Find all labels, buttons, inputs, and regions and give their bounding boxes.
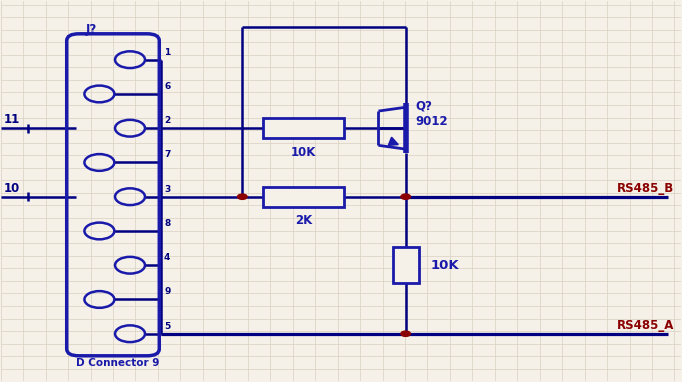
- Text: 10: 10: [4, 182, 20, 195]
- Circle shape: [237, 194, 247, 199]
- Text: RS485_A: RS485_A: [617, 319, 674, 332]
- Text: Q?: Q?: [416, 100, 433, 113]
- Text: 1: 1: [164, 48, 170, 57]
- Text: 5: 5: [164, 322, 170, 331]
- Text: 11: 11: [4, 113, 20, 126]
- Text: RS485_B: RS485_B: [617, 182, 674, 195]
- Text: 4: 4: [164, 253, 170, 262]
- Text: D Connector 9: D Connector 9: [76, 358, 159, 369]
- Text: 10K: 10K: [431, 259, 460, 272]
- FancyBboxPatch shape: [263, 187, 344, 207]
- Text: 7: 7: [164, 151, 170, 159]
- Circle shape: [401, 194, 411, 199]
- Text: 9012: 9012: [416, 115, 449, 128]
- Text: 8: 8: [164, 219, 170, 228]
- Text: 2K: 2K: [295, 214, 312, 227]
- Text: 2: 2: [164, 116, 170, 125]
- FancyBboxPatch shape: [393, 247, 419, 283]
- Text: 10K: 10K: [291, 146, 316, 159]
- Text: 3: 3: [164, 185, 170, 194]
- Text: 6: 6: [164, 82, 170, 91]
- Circle shape: [401, 331, 411, 337]
- FancyBboxPatch shape: [263, 118, 344, 138]
- Text: J?: J?: [86, 23, 97, 36]
- Text: 9: 9: [164, 287, 170, 296]
